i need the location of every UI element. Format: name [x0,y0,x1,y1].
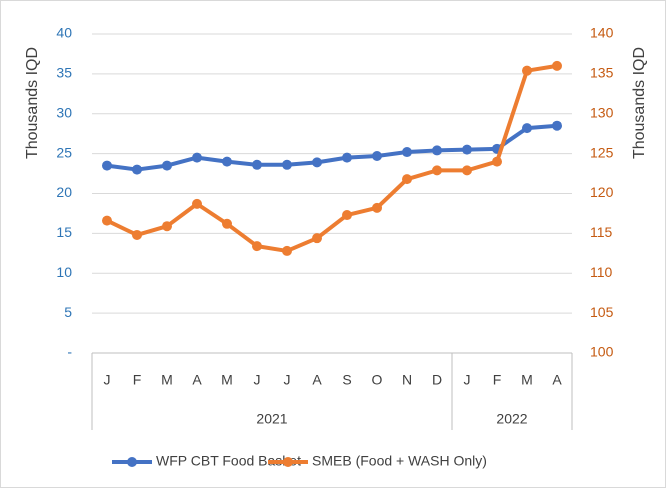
x-tick-label: F [133,372,142,388]
x-tick-label: O [372,372,383,388]
data-point [312,157,322,168]
data-point [522,123,532,134]
y2-tick-label: 100 [590,344,614,360]
y2-tick-label: 120 [590,184,614,200]
data-point [162,160,172,171]
x-tick-label: F [493,372,502,388]
y-tick-label: 5 [64,304,72,320]
data-point [102,160,112,171]
data-point [132,229,142,240]
data-point [522,65,532,76]
x-tick-label: M [521,372,533,388]
data-point [372,202,382,213]
y2-tick-label: 105 [590,304,614,320]
x-tick-label: M [161,372,173,388]
data-point [462,165,472,176]
y2-tick-label: 115 [590,224,613,240]
data-point [192,198,202,209]
x-tick-label: J [284,372,291,388]
y2-tick-label: 110 [590,264,613,280]
x-tick-label: N [402,372,412,388]
y-tick-label: 30 [56,104,72,120]
series-line [106,63,558,253]
y-tick-label: 10 [56,264,72,280]
y2-tick-label: 130 [590,104,614,120]
data-point [312,233,322,244]
legend-swatch-dot [283,457,293,467]
data-point [402,174,412,185]
group-label: 2022 [496,411,527,427]
y-tick-label: - [67,344,72,360]
data-point [222,156,232,167]
y-tick-label: 20 [56,184,72,200]
data-point [102,215,112,226]
data-point [162,221,172,232]
x-tick-label: A [552,372,562,388]
data-point [282,245,292,256]
y-tick-label: 40 [56,25,72,41]
y2-axis-title: Thousands IQD [631,47,648,159]
data-point [402,147,412,158]
x-tick-label: J [104,372,111,388]
y2-tick-label: 135 [590,65,614,81]
y-tick-label: 15 [56,224,72,240]
data-point [492,156,502,167]
legend-label: WFP CBT Food Basket [156,453,301,469]
x-tick-label: A [312,372,322,388]
data-point [342,210,352,221]
data-point [282,159,292,170]
legend-label: SMEB (Food + WASH Only) [312,453,487,469]
data-point [342,152,352,163]
group-label: 2021 [256,411,287,427]
data-point [432,165,442,176]
y-tick-label: 25 [56,144,72,160]
data-point [192,152,202,163]
y2-tick-label: 140 [590,25,614,41]
y-axis-title: Thousands IQD [24,47,41,159]
data-point [552,60,562,71]
data-point [252,241,262,252]
data-point [462,144,472,155]
data-point [132,164,142,175]
y-tick-label: 35 [56,65,72,81]
x-tick-label: M [221,372,233,388]
series-line [106,123,558,172]
x-tick-label: J [254,372,261,388]
legend-swatch-dot [127,457,137,467]
x-tick-label: D [432,372,442,388]
x-tick-label: A [192,372,202,388]
x-tick-label: S [342,372,351,388]
data-point [222,218,232,229]
y2-tick-label: 125 [590,144,614,160]
data-point [372,151,382,162]
x-tick-label: J [464,372,471,388]
data-point [252,159,262,170]
data-point [432,145,442,156]
data-point [552,120,562,131]
